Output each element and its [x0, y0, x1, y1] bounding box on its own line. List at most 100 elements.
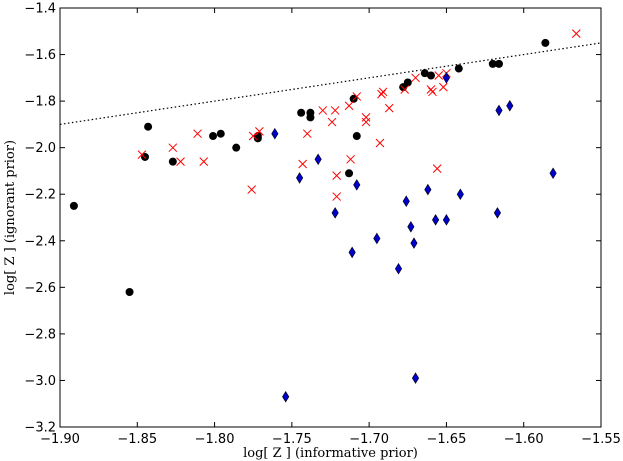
data-point-diamond: [331, 207, 339, 219]
data-point-cross: [302, 129, 312, 139]
x-axis-label: log[ Z ] (informative prior): [243, 446, 418, 461]
data-point-cross: [332, 171, 342, 180]
y-axis: −3.2 −3.0 −2.8 −2.6 −2.4 −2.2 −2.0 −1.8 −1.6 −1.4: [24, 2, 601, 436]
y-tick-label: −3.2: [24, 421, 56, 436]
data-point-circle: [216, 129, 225, 138]
data-point-circle: [209, 132, 218, 141]
data-point-circle: [403, 78, 412, 87]
data-point-diamond: [314, 153, 322, 166]
series-x: [137, 29, 581, 201]
x-tick-label: −1.90: [40, 432, 80, 447]
data-point-circle: [420, 69, 429, 78]
data-point-diamond: [394, 262, 403, 275]
data-point-cross: [428, 87, 437, 97]
data-point-circle: [488, 59, 497, 68]
data-point-diamond: [410, 237, 418, 249]
data-point-circle: [349, 94, 358, 103]
data-point-cross: [193, 129, 202, 139]
data-point-circle: [232, 143, 241, 152]
data-point-cross: [434, 71, 444, 80]
data-point-circle: [454, 64, 463, 73]
data-point-cross: [438, 82, 448, 92]
y-tick-label: −2.4: [24, 234, 56, 249]
data-point-diamond: [493, 207, 501, 219]
y-tick-label: −2.8: [24, 327, 56, 342]
data-point-circle: [168, 157, 177, 166]
data-point-circle: [69, 201, 78, 210]
y-tick-label: −2.2: [24, 188, 56, 203]
data-point-diamond: [456, 188, 464, 200]
data-point-circle: [297, 108, 306, 117]
y-tick-label: −1.8: [24, 95, 56, 110]
x-tick-label: −1.60: [504, 432, 544, 447]
data-point-cross: [327, 117, 337, 127]
data-point-cross: [352, 92, 362, 101]
data-point-cross: [168, 143, 178, 153]
x-tick-label: −1.70: [349, 432, 389, 447]
data-point-cross: [411, 73, 420, 83]
data-point-cross: [361, 113, 371, 122]
y-tick-label: −2.0: [24, 141, 56, 156]
data-point-diamond: [402, 195, 410, 207]
data-point-cross: [199, 157, 209, 166]
data-point-cross: [255, 127, 264, 136]
data-point-cross: [426, 85, 436, 94]
data-point-circle: [306, 113, 315, 122]
data-point-diamond: [506, 99, 514, 112]
data-point-circle: [541, 38, 550, 47]
data-point-diamond: [373, 232, 381, 245]
data-point-circle: [345, 169, 354, 178]
data-point-cross: [378, 87, 388, 97]
data-point-cross: [377, 89, 386, 99]
series-circle: [69, 38, 550, 296]
data-point-diamond: [411, 372, 420, 384]
data-point-circle: [352, 132, 361, 141]
y-tick-label: −1.4: [24, 2, 56, 17]
data-point-cross: [298, 159, 308, 169]
data-point-circle: [494, 59, 503, 68]
x-tick-label: −1.85: [117, 432, 157, 447]
data-point-diamond: [442, 72, 450, 84]
y-tick-label: −2.6: [24, 281, 56, 296]
series-layer: [69, 29, 581, 403]
data-point-diamond: [282, 390, 290, 403]
data-point-cross: [247, 185, 257, 194]
data-point-diamond: [296, 172, 304, 184]
data-point-cross: [248, 131, 258, 141]
x-tick-label: −1.65: [427, 432, 467, 447]
data-point-diamond: [424, 183, 432, 196]
series-diamond: [271, 72, 557, 403]
data-point-cross: [344, 101, 354, 111]
x-axis: −1.90 −1.85 −1.80 −1.75 −1.70 −1.65 −1.60 −1.55: [40, 8, 621, 447]
plot-frame: [59, 7, 602, 428]
data-point-diamond: [407, 221, 415, 233]
data-point-diamond: [549, 167, 557, 180]
data-point-diamond: [353, 179, 361, 191]
data-point-circle: [125, 287, 134, 296]
y-axis-label: log[ Z ] (ignorant prior): [3, 140, 18, 295]
x-tick-label: −1.55: [581, 432, 621, 447]
data-point-cross: [571, 29, 581, 38]
data-point-cross: [332, 192, 342, 201]
data-point-cross: [361, 117, 371, 127]
y-tick-label: −1.6: [24, 48, 56, 63]
y-tick-label: −3.0: [24, 374, 56, 389]
data-point-cross: [330, 106, 340, 115]
plot-area: [59, 29, 602, 403]
data-point-cross: [384, 103, 394, 113]
data-point-diamond: [442, 214, 450, 226]
data-point-circle: [426, 71, 435, 80]
data-point-cross: [375, 138, 385, 148]
x-tick-label: −1.80: [195, 432, 235, 447]
reference-line: [59, 42, 602, 125]
data-point-cross: [176, 157, 185, 166]
data-point-circle: [141, 152, 150, 161]
data-point-diamond: [432, 214, 440, 226]
data-point-circle: [144, 122, 153, 131]
data-point-diamond: [271, 127, 279, 140]
data-point-cross: [400, 85, 410, 94]
data-point-diamond: [495, 104, 503, 117]
data-point-cross: [137, 150, 147, 160]
data-point-diamond: [348, 246, 356, 259]
